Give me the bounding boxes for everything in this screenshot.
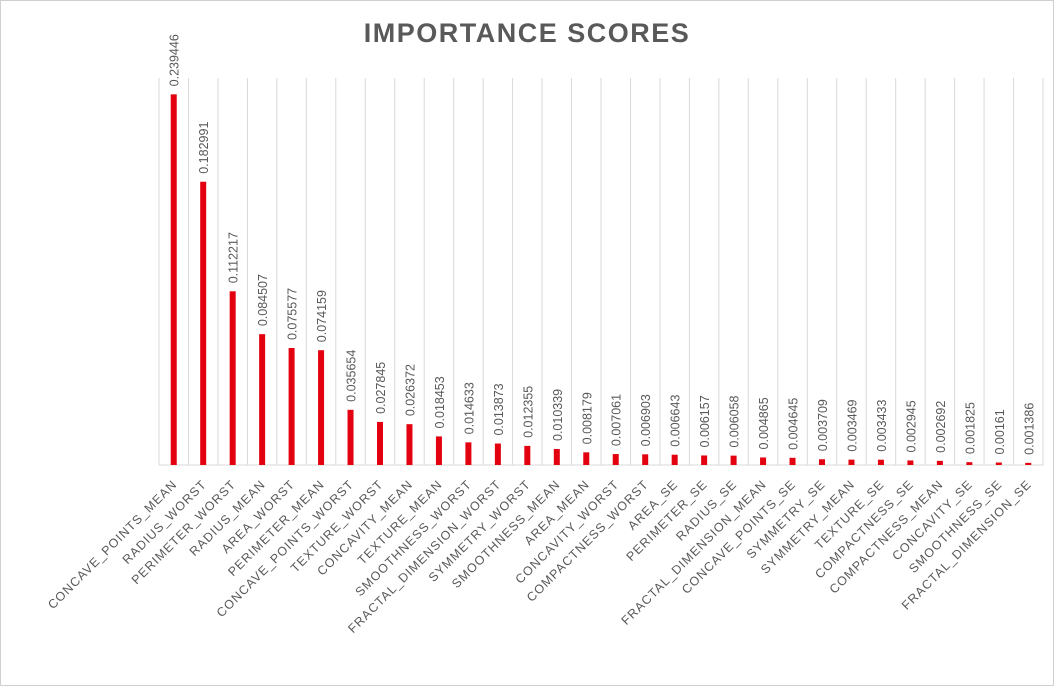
bar: [936, 460, 943, 465]
bar: [642, 454, 649, 465]
bar: [701, 455, 708, 465]
bar: [612, 454, 619, 465]
data-labels: 0.239446 0.182991 0.112217 0.084507 0.075577…: [168, 34, 1037, 455]
data-label: 0.014633: [462, 382, 476, 434]
data-label: 0.239446: [168, 34, 182, 86]
data-label: 0.001825: [963, 402, 977, 454]
data-label: 0.013873: [492, 383, 506, 435]
bar: [377, 421, 383, 465]
bar: [730, 455, 737, 465]
data-label: 0.004865: [757, 397, 771, 449]
bar: [583, 452, 590, 465]
bar: [671, 454, 678, 465]
bar: [347, 409, 354, 465]
bar: [288, 348, 295, 465]
data-label: 0.001386: [1022, 403, 1036, 455]
data-label: 0.010339: [551, 389, 565, 441]
data-label: 0.004645: [787, 398, 801, 450]
bar: [848, 459, 855, 465]
bar: [1025, 462, 1032, 465]
bar: [553, 449, 560, 465]
bar: [966, 462, 973, 465]
data-label: 0.012355: [521, 386, 535, 438]
data-label: 0.112217: [227, 232, 241, 283]
data-label: 0.182991: [197, 122, 211, 174]
data-label: 0.006058: [728, 395, 742, 447]
data-label: 0.026372: [403, 364, 417, 416]
data-label: 0.084507: [256, 274, 270, 326]
bar: [760, 457, 767, 465]
bar: [494, 443, 501, 465]
bar: [406, 424, 413, 465]
category-label: CONCAVE_POINTS_MEAN: [45, 477, 180, 612]
data-label: 0.006643: [669, 395, 683, 447]
bar: [229, 291, 236, 465]
data-label: 0.003709: [816, 399, 830, 451]
data-label: 0.027845: [374, 362, 388, 414]
data-label: 0.075577: [286, 288, 300, 340]
data-label: 0.002692: [934, 401, 948, 453]
data-label: 0.002945: [904, 400, 918, 452]
data-label: 0.006157: [698, 395, 712, 447]
data-label: 0.018453: [433, 376, 447, 428]
bar: [318, 350, 325, 465]
data-label: 0.007061: [610, 394, 624, 446]
bars: [170, 94, 1032, 466]
bar: [819, 459, 825, 465]
category-labels: CONCAVE_POINTS_MEANRADIUS_WORSTPERIMETER…: [45, 477, 1034, 636]
data-label: 0.035654: [345, 350, 359, 402]
gridlines: [158, 78, 1044, 466]
data-label: 0.008179: [580, 392, 594, 444]
bar: [435, 436, 442, 465]
bar: [200, 181, 207, 466]
data-label: 0.074159: [315, 290, 329, 342]
data-label: 0.003469: [845, 399, 859, 451]
bar: [524, 445, 531, 465]
data-label: 0.006903: [639, 394, 653, 446]
chart-title: IMPORTANCE SCORES: [363, 18, 691, 48]
bar: [877, 459, 884, 465]
bar: [789, 457, 796, 465]
bar: [259, 334, 266, 465]
data-label: 0.003433: [875, 400, 889, 452]
bar: [170, 94, 177, 465]
data-label: 0.00161: [993, 409, 1007, 454]
bar: [465, 442, 472, 465]
bar: [907, 460, 914, 465]
bar: [995, 462, 1002, 465]
